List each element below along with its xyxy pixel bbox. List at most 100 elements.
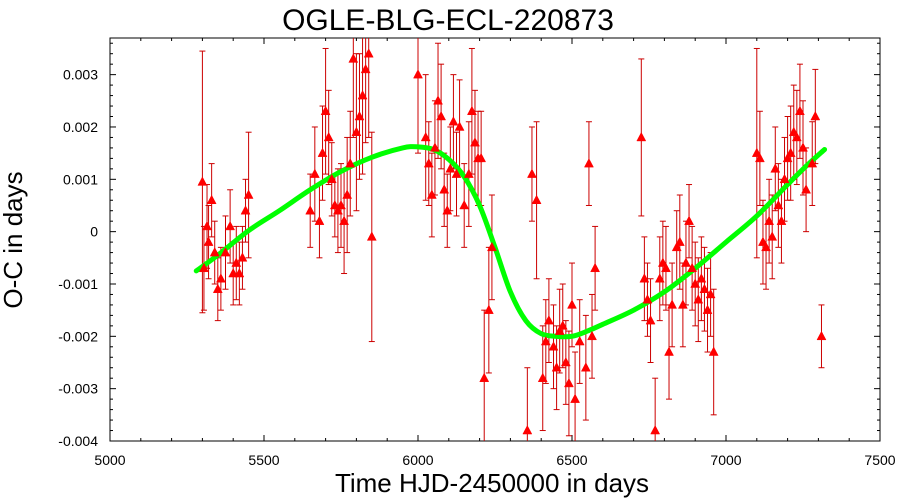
- data-point: [801, 184, 811, 194]
- data-point: [764, 215, 775, 225]
- data-point: [684, 215, 694, 225]
- data-point: [543, 315, 554, 325]
- data-point: [567, 299, 577, 309]
- data-point: [333, 205, 343, 215]
- data-point: [671, 241, 682, 252]
- data-point: [209, 247, 220, 257]
- data-point: [423, 158, 434, 168]
- data-point: [448, 116, 459, 126]
- data-point: [650, 424, 661, 435]
- y-tick-label: -0.004: [58, 433, 98, 449]
- data-point: [215, 273, 226, 283]
- data-point: [348, 53, 359, 63]
- data-point: [776, 215, 787, 225]
- data-point: [203, 236, 214, 246]
- data-point: [466, 105, 477, 116]
- data-point: [551, 362, 562, 372]
- data-point: [199, 262, 209, 273]
- data-point: [240, 205, 251, 215]
- data-point: [354, 110, 365, 121]
- data-point: [470, 137, 480, 147]
- data-point: [527, 168, 537, 178]
- data-point: [360, 63, 371, 74]
- data-point: [773, 199, 784, 210]
- data-point: [664, 346, 674, 356]
- data-point: [357, 90, 368, 100]
- data-point: [564, 377, 574, 388]
- data-point: [699, 283, 710, 293]
- data-point: [231, 257, 242, 267]
- data-point: [681, 257, 691, 267]
- fit-curve: [193, 144, 828, 340]
- data-point: [197, 176, 208, 186]
- data-point: [807, 158, 818, 168]
- data-point: [479, 372, 490, 382]
- data-point: [696, 273, 707, 283]
- data-point: [580, 362, 591, 372]
- data-point: [590, 262, 601, 273]
- y-tick-label: -0.003: [58, 381, 98, 397]
- data-point: [570, 393, 580, 403]
- data-point: [560, 356, 571, 367]
- data-point: [674, 236, 685, 246]
- data-point: [487, 241, 497, 252]
- data-point: [351, 126, 362, 136]
- data-point: [587, 330, 597, 341]
- data-point: [677, 299, 688, 309]
- x-tick-label: 7000: [710, 452, 741, 468]
- data-point: [795, 105, 805, 116]
- data-point: [791, 131, 802, 142]
- data-point: [810, 110, 821, 121]
- chart-title: OGLE-BLG-ECL-220873: [282, 4, 614, 37]
- data-point: [705, 288, 716, 299]
- y-tick-label: 0.001: [63, 171, 98, 187]
- data-point: [439, 184, 450, 194]
- y-tick-label: -0.001: [58, 276, 98, 292]
- data-point: [785, 147, 796, 157]
- data-point: [237, 252, 248, 262]
- data-point: [339, 215, 349, 225]
- data-point: [463, 168, 474, 178]
- plot-frame: [109, 37, 881, 442]
- data-point: [225, 220, 236, 231]
- data-point: [454, 121, 465, 131]
- data-point: [754, 152, 765, 163]
- data-point: [761, 241, 771, 252]
- data-point: [548, 341, 559, 351]
- data-point: [220, 247, 231, 257]
- x-tick-label: 6500: [556, 452, 587, 468]
- x-tick-label: 6000: [402, 452, 433, 468]
- data-point: [433, 95, 443, 105]
- data-point: [537, 372, 548, 382]
- data-point: [816, 330, 827, 341]
- data-point: [305, 205, 316, 215]
- x-tick-label: 5500: [248, 452, 279, 468]
- y-axis-label: O-C in days: [0, 171, 28, 308]
- data-point: [667, 299, 678, 309]
- y-tick-label: 0.003: [63, 67, 98, 83]
- data-point: [413, 69, 423, 79]
- data-point: [702, 304, 713, 314]
- data-point: [693, 294, 704, 304]
- x-tick-label: 7500: [864, 452, 895, 468]
- data-point: [309, 168, 320, 178]
- data-point: [687, 262, 698, 273]
- data-point: [798, 142, 808, 152]
- data-point: [326, 173, 337, 184]
- data-point: [243, 189, 254, 199]
- data-point: [323, 131, 334, 142]
- data-point: [642, 294, 653, 304]
- data-point: [342, 189, 353, 199]
- data-point: [363, 48, 374, 58]
- data-point: [661, 262, 671, 273]
- data-point: [584, 158, 594, 168]
- data-point: [366, 231, 377, 241]
- data-point: [574, 336, 585, 346]
- data-point: [645, 315, 656, 325]
- data-point: [767, 231, 778, 241]
- data-point: [459, 199, 470, 210]
- data-point: [639, 273, 650, 283]
- data-point: [782, 152, 793, 163]
- data-point: [770, 163, 781, 173]
- data-point: [228, 267, 239, 278]
